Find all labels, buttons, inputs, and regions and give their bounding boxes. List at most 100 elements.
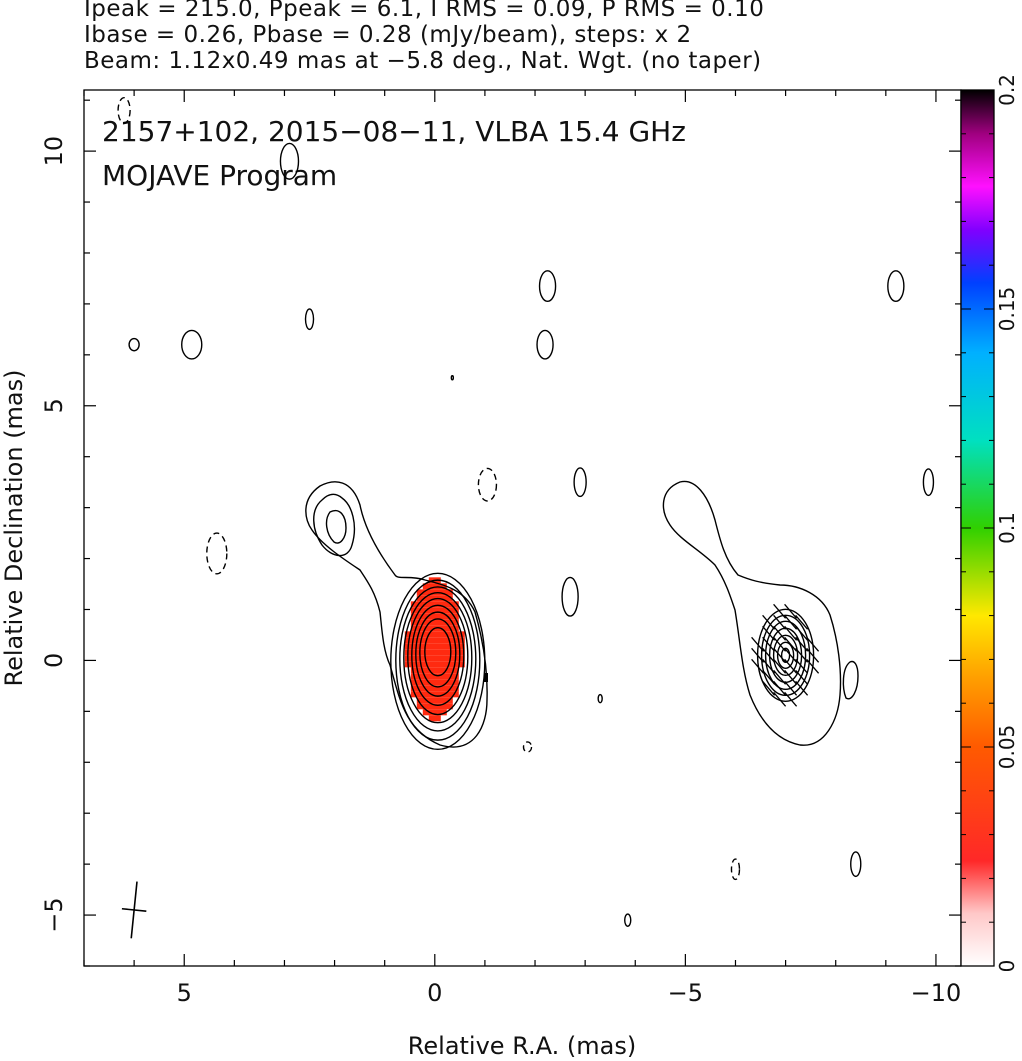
core-fill-cell <box>410 673 459 680</box>
polarization-contour <box>772 634 799 677</box>
evpa-vector <box>784 669 798 685</box>
axis-tick-labels: 5 0 −5 −10 10 5 0 −5 <box>40 136 961 1007</box>
core-contour <box>390 572 486 751</box>
noise-contour <box>206 532 228 575</box>
core-contour <box>419 618 457 688</box>
evpa-vector <box>773 669 787 685</box>
core-contour <box>411 604 465 707</box>
core-contour <box>415 611 461 697</box>
y-axis-label: Relative Declination (mas) <box>0 369 28 686</box>
noise-contour <box>538 270 557 303</box>
beam-minor-axis <box>121 907 147 913</box>
core-fill-cell <box>410 619 459 626</box>
x-tick-label: −10 <box>911 979 962 1007</box>
evpa-vector <box>762 680 776 696</box>
noise-contour <box>624 913 632 927</box>
core-polarization-fill <box>404 577 465 722</box>
colorbar-tick-label: 0.2 <box>995 74 1019 106</box>
noise-contours <box>117 96 935 927</box>
evpa-vector <box>795 669 809 685</box>
core-contour <box>403 592 473 724</box>
core-fill-cell <box>410 685 459 692</box>
header-line-beam: Beam: 1.12x0.49 mas at −5.8 deg., Nat. W… <box>84 48 762 74</box>
evpa-vector <box>762 614 776 630</box>
polarization-contours <box>756 608 815 703</box>
noise-contour <box>561 576 579 617</box>
core-fill-cell <box>404 661 465 668</box>
noise-contour <box>597 693 603 704</box>
evpa-vector <box>784 625 798 641</box>
x-tick-label: −5 <box>668 979 703 1007</box>
polarization-vectors <box>751 603 820 707</box>
evpa-vector <box>762 647 776 663</box>
x-tick-label: 0 <box>427 979 442 1007</box>
plot-frame <box>83 89 962 967</box>
evpa-vector <box>795 625 809 641</box>
noise-contour <box>477 467 498 502</box>
colorbar-tick-label: 0 <box>995 960 1019 973</box>
y-tick-label: 0 <box>40 653 68 668</box>
noise-contour <box>181 329 203 360</box>
evpa-vector <box>795 680 809 696</box>
core-fill-cell <box>404 631 465 638</box>
evpa-vector <box>806 647 820 663</box>
evpa-vector <box>784 603 798 619</box>
polarization-contour <box>764 620 807 691</box>
core-fill-cell <box>428 715 441 722</box>
core-contour <box>399 586 477 732</box>
core-fill-cell <box>416 703 453 710</box>
evpa-vector <box>762 658 776 674</box>
core-fill-cell <box>410 613 459 620</box>
evpa-vector <box>751 636 765 652</box>
evpa-vector <box>806 636 820 652</box>
colorbar-ticks: 0 0.05 0.1 0.15 0.2 <box>961 74 1019 972</box>
evpa-vector <box>773 658 787 674</box>
evpa-vector <box>773 614 787 630</box>
noise-contour <box>128 337 140 352</box>
core-fill-cell <box>422 709 447 716</box>
noise-contour <box>887 270 905 303</box>
evpa-vector <box>784 680 798 696</box>
colorbar-tick-label: 0.05 <box>995 725 1019 770</box>
evpa-vector <box>784 691 798 707</box>
y-tick-label: 5 <box>40 398 68 413</box>
colorbar-tick-label: 0.15 <box>995 287 1019 332</box>
noise-contour <box>450 375 455 381</box>
header-line-base: Ibase = 0.26, Pbase = 0.28 (mJy/beam), s… <box>84 22 692 48</box>
core-fill-cell <box>410 667 459 674</box>
jet-knot-contour-2 <box>313 493 356 557</box>
noise-contour <box>536 329 554 360</box>
noise-contour <box>522 741 533 753</box>
core-contour <box>395 579 481 741</box>
evpa-vector <box>762 669 776 685</box>
axis-ticks <box>83 90 961 967</box>
core-contour <box>424 627 452 677</box>
beam-marker <box>121 881 147 939</box>
x-tick-label: 5 <box>177 979 192 1007</box>
core-contour <box>407 597 469 716</box>
evpa-vector <box>773 647 787 663</box>
evpa-vector <box>795 636 809 652</box>
noise-contour <box>922 468 935 497</box>
core-fill-cell <box>416 697 453 704</box>
polarization-contour <box>776 641 795 670</box>
evpa-vector <box>773 691 787 707</box>
evpa-vector <box>762 636 776 652</box>
polarization-outer-contour <box>662 480 842 746</box>
core-fill-cell <box>410 607 459 614</box>
noise-contour <box>730 858 741 881</box>
chart-title-program: MOJAVE Program <box>102 159 337 192</box>
core-jet-outer-contour <box>305 481 488 748</box>
evpa-vector <box>762 625 776 641</box>
small-mark <box>484 673 488 682</box>
evpa-vector <box>773 603 787 619</box>
core-fill-cell <box>404 655 465 662</box>
noise-contour <box>117 96 131 124</box>
evpa-vector <box>773 625 787 641</box>
evpa-vector <box>795 658 809 674</box>
core-fill-cell <box>404 643 465 650</box>
evpa-vector <box>806 658 820 674</box>
evpa-vector <box>751 658 765 674</box>
core-fill-cell <box>422 583 447 590</box>
x-axis-label: Relative R.A. (mas) <box>408 1032 636 1060</box>
